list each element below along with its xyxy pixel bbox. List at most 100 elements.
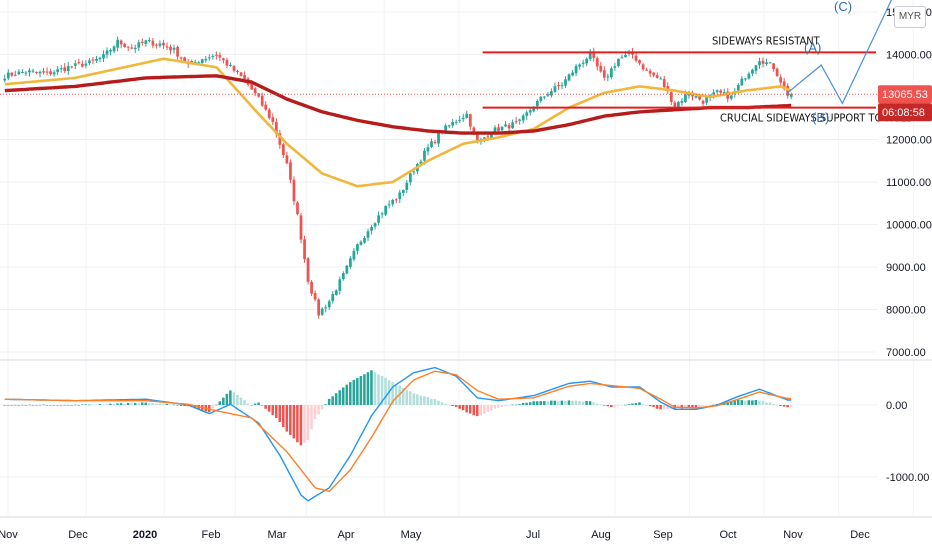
candle (754, 64, 758, 75)
macd-histogram-bar (17, 404, 21, 406)
candle (557, 81, 560, 90)
time-tick-label: Jul (526, 529, 540, 541)
candle (384, 205, 388, 217)
candle-body (292, 179, 296, 202)
macd-histogram-bar (137, 403, 140, 405)
macd-histogram-bar (299, 405, 303, 446)
currency-label[interactable]: MYR (894, 6, 926, 28)
candle (317, 298, 321, 319)
candle-body (130, 47, 134, 49)
candle (91, 56, 95, 65)
candle (155, 43, 158, 49)
macd-histogram-bar (151, 403, 155, 405)
candle-body (740, 78, 744, 86)
candle-body (687, 93, 691, 96)
candle (345, 264, 349, 275)
candle (239, 71, 243, 77)
macd-histogram-bar (581, 401, 585, 405)
candle (560, 82, 564, 90)
candle-body (405, 182, 409, 190)
macd-histogram-bar (3, 404, 6, 406)
candle (638, 59, 641, 66)
macd-histogram-bar (528, 402, 532, 405)
price-tick-label: 11000.00 (886, 177, 931, 189)
candle (610, 66, 613, 80)
candle-body (662, 79, 666, 88)
macd-histogram-bar (215, 404, 218, 406)
macd-histogram-bar (729, 401, 733, 405)
candle (606, 73, 610, 82)
macd-histogram-bar (567, 400, 571, 405)
wave-projection-line (785, 0, 893, 105)
candle (373, 222, 377, 230)
candle (726, 88, 730, 103)
candle-body (88, 60, 91, 64)
candle (447, 124, 451, 128)
time-tick-label: Sep (653, 529, 673, 541)
macd-histogram-bar (701, 405, 705, 406)
candle-body (620, 57, 624, 59)
candle-body (560, 85, 564, 87)
macd-histogram-bar (377, 374, 380, 405)
last-price-value: 13065.53 (882, 89, 928, 101)
candle (24, 71, 28, 76)
candle (659, 76, 663, 80)
macd-histogram-bar (574, 400, 578, 405)
macd-histogram-bar (786, 405, 789, 408)
candle-body (768, 62, 772, 64)
candle (705, 96, 708, 105)
candle-body (377, 215, 380, 223)
candle (356, 243, 359, 255)
macd-histogram-bar (345, 384, 349, 405)
candle-body (102, 54, 105, 59)
macd-histogram-bar (451, 405, 454, 406)
candle-body (384, 206, 388, 215)
candle-body (243, 75, 246, 80)
candle-body (215, 54, 218, 56)
time-tick-label: Dec (850, 529, 870, 541)
candle (243, 71, 246, 80)
candle (126, 46, 130, 52)
candle-body (172, 47, 176, 50)
macd-histogram-bar (303, 405, 306, 443)
macd-histogram-bar (42, 404, 45, 406)
candle-body (634, 55, 638, 61)
candle (617, 58, 620, 68)
candle-body (391, 200, 395, 205)
macd-histogram-bar (218, 401, 222, 405)
candle-body (359, 241, 363, 245)
candle (539, 95, 543, 104)
candle-body (419, 161, 423, 164)
candle-body (250, 83, 254, 90)
macd-histogram-bar (105, 404, 109, 405)
macd-histogram-bar (116, 403, 119, 405)
candle-body (299, 215, 303, 240)
macd-histogram-bar (578, 400, 581, 405)
macd-histogram-bar (740, 400, 744, 405)
wave-label-c: (C) (834, 0, 852, 14)
candle-body (31, 70, 35, 72)
candle-body (500, 126, 504, 131)
macd-histogram-bar (465, 405, 468, 413)
macd-histogram-bar (356, 377, 359, 405)
macd-histogram-bar (95, 404, 98, 406)
candle (680, 98, 684, 106)
candle-body (624, 55, 627, 58)
candle-body (310, 281, 313, 294)
candle-body (257, 93, 261, 97)
macd-histogram-bar (694, 405, 698, 408)
candle (514, 117, 518, 125)
candle-body (73, 63, 77, 66)
candle-body (296, 202, 299, 215)
candle (225, 57, 229, 69)
candle (542, 96, 546, 100)
candle (77, 58, 81, 65)
candle (567, 73, 571, 82)
time-tick-label: Nov (0, 529, 18, 541)
candle-body (525, 112, 529, 116)
macd-histogram-bar (331, 396, 334, 405)
candle-body (430, 141, 433, 148)
candle-body (320, 308, 324, 315)
candle-body (327, 301, 331, 308)
